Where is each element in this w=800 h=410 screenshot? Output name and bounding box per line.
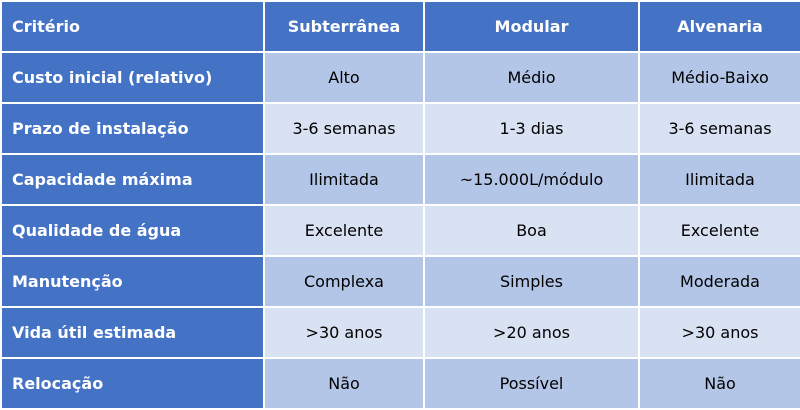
header-cell: Subterrânea (263, 0, 425, 53)
header-row: Critério Subterrânea Modular Alvenaria (0, 0, 800, 53)
value-cell: >30 anos (638, 306, 800, 359)
table-row: Capacidade máxima Ilimitada ~15.000L/módul… (0, 153, 800, 206)
table-row: Vida útil estimada >30 anos >20 anos >30 an… (0, 306, 800, 359)
value-cell: >30 anos (263, 306, 425, 359)
table-row: Prazo de instalação 3-6 semanas 1-3 dias 3-… (0, 102, 800, 155)
criterion-cell: Vida útil estimada (0, 306, 265, 359)
value-cell: Alto (263, 51, 425, 104)
value-cell: >20 anos (423, 306, 640, 359)
value-cell: Boa (423, 204, 640, 257)
table-row: Relocação Não Possível Não (0, 357, 800, 410)
header-cell: Alvenaria (638, 0, 800, 53)
table-row: Manutenção Complexa Simples Moderada (0, 255, 800, 308)
value-cell: Médio (423, 51, 640, 104)
value-cell: 1-3 dias (423, 102, 640, 155)
criterion-cell: Qualidade de água (0, 204, 265, 257)
table-row: Custo inicial (relativo) Alto Médio Médio-B… (0, 51, 800, 104)
criterion-cell: Manutenção (0, 255, 265, 308)
criterion-cell: Prazo de instalação (0, 102, 265, 155)
value-cell: Não (638, 357, 800, 410)
value-cell: Excelente (263, 204, 425, 257)
value-cell: Não (263, 357, 425, 410)
header-cell: Critério (0, 0, 265, 53)
value-cell: 3-6 semanas (638, 102, 800, 155)
value-cell: Médio-Baixo (638, 51, 800, 104)
value-cell: Ilimitada (263, 153, 425, 206)
criterion-cell: Custo inicial (relativo) (0, 51, 265, 104)
header-cell: Modular (423, 0, 640, 53)
value-cell: Complexa (263, 255, 425, 308)
value-cell: Moderada (638, 255, 800, 308)
value-cell: Simples (423, 255, 640, 308)
value-cell: 3-6 semanas (263, 102, 425, 155)
value-cell: Possível (423, 357, 640, 410)
criterion-cell: Relocação (0, 357, 265, 410)
value-cell: Excelente (638, 204, 800, 257)
table-row: Qualidade de água Excelente Boa Excelente (0, 204, 800, 257)
value-cell: Ilimitada (638, 153, 800, 206)
criterion-cell: Capacidade máxima (0, 153, 265, 206)
value-cell: ~15.000L/módulo (423, 153, 640, 206)
